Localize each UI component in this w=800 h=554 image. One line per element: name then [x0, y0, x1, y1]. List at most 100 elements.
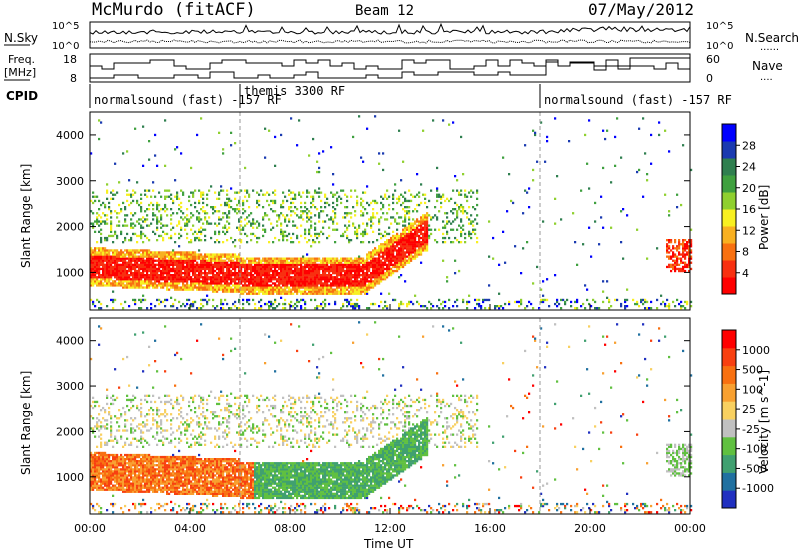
power-cell	[368, 274, 371, 277]
power-cell	[156, 220, 159, 223]
velocity-cell	[94, 451, 97, 455]
power-cell	[536, 265, 539, 269]
power-cell	[142, 259, 145, 262]
velocity-echoes	[90, 321, 693, 514]
power-cell	[472, 228, 475, 231]
power-cell	[388, 232, 391, 236]
power-cell	[270, 265, 273, 269]
power-cell	[482, 300, 485, 304]
power-cell	[456, 189, 459, 192]
power-cell	[370, 259, 373, 262]
power-cell	[280, 276, 283, 279]
power-cell	[380, 300, 383, 304]
power-cell	[346, 228, 349, 231]
power-cell	[568, 140, 571, 143]
power-cell	[126, 284, 129, 287]
power-cell	[448, 298, 451, 302]
power-cell	[144, 210, 147, 213]
power-cell	[388, 226, 391, 229]
power-cell	[156, 259, 159, 262]
power-cell	[196, 218, 199, 221]
power-cell	[94, 272, 97, 275]
power-cell	[294, 280, 297, 283]
power-cell	[296, 269, 299, 273]
power-cell	[108, 259, 111, 262]
power-cell	[262, 272, 265, 275]
power-cell	[306, 253, 309, 256]
power-cell	[620, 241, 623, 244]
power-cell	[442, 236, 445, 240]
power-cell	[186, 263, 189, 266]
power-cell	[152, 265, 155, 269]
power-cell	[308, 286, 311, 289]
velocity-cell	[106, 394, 109, 397]
power-cell	[122, 267, 125, 271]
velocity-cell	[104, 462, 107, 465]
power-cell	[380, 216, 383, 219]
power-cell	[252, 261, 255, 264]
power-cell	[274, 189, 277, 192]
power-cell	[378, 232, 381, 236]
velocity-cell	[106, 478, 109, 481]
power-cell	[158, 280, 161, 283]
power-cell	[326, 259, 329, 262]
power-cell	[150, 265, 153, 269]
power-cell	[324, 305, 327, 308]
power-cell	[328, 292, 331, 295]
power-cell	[232, 253, 235, 256]
power-cell	[240, 261, 243, 264]
power-cell	[134, 272, 137, 275]
power-cell	[200, 280, 203, 283]
power-cell	[338, 282, 341, 285]
power-cell	[270, 290, 273, 293]
power-cell	[270, 263, 273, 266]
power-cell	[384, 263, 387, 266]
power-cell	[386, 272, 389, 275]
power-cell	[688, 249, 691, 252]
power-cell	[584, 284, 587, 287]
power-cell	[146, 284, 149, 287]
power-cell	[398, 251, 401, 254]
velocity-cell	[92, 406, 95, 410]
power-cell	[268, 193, 271, 196]
power-cell	[358, 288, 361, 291]
power-cell	[666, 305, 669, 308]
power-cell	[128, 261, 131, 264]
power-cell	[396, 243, 399, 246]
velocity-cell	[96, 484, 99, 487]
power-cell	[208, 288, 211, 291]
velocity-cell	[110, 425, 113, 428]
power-cell	[152, 263, 155, 266]
power-cell	[220, 278, 223, 281]
power-cell	[356, 292, 359, 295]
velocity-cell	[108, 466, 111, 469]
power-cell	[396, 197, 399, 200]
power-cell	[178, 245, 181, 248]
power-cell	[198, 267, 201, 271]
power-cell	[322, 269, 325, 273]
power-cell	[100, 257, 103, 260]
power-cell	[202, 305, 205, 308]
power-cell	[344, 259, 347, 262]
power-cell	[412, 224, 415, 227]
velocity-cell	[98, 478, 101, 481]
power-cell	[354, 210, 357, 213]
power-cell	[268, 305, 271, 308]
power-cell	[236, 290, 239, 293]
power-cell	[492, 257, 495, 260]
velocity-cell	[94, 486, 97, 489]
power-cell	[270, 257, 273, 260]
power-cell	[212, 212, 215, 215]
power-cell	[150, 274, 153, 277]
power-cell	[302, 218, 305, 221]
power-cell	[370, 216, 373, 219]
power-cell	[334, 228, 337, 231]
power-cell	[324, 269, 327, 273]
power-cell	[690, 245, 693, 248]
power-cell	[194, 259, 197, 262]
power-cell	[96, 280, 99, 283]
power-cell	[122, 276, 125, 279]
power-cell	[412, 239, 415, 242]
power-cell	[288, 282, 291, 285]
power-cell	[92, 195, 95, 198]
